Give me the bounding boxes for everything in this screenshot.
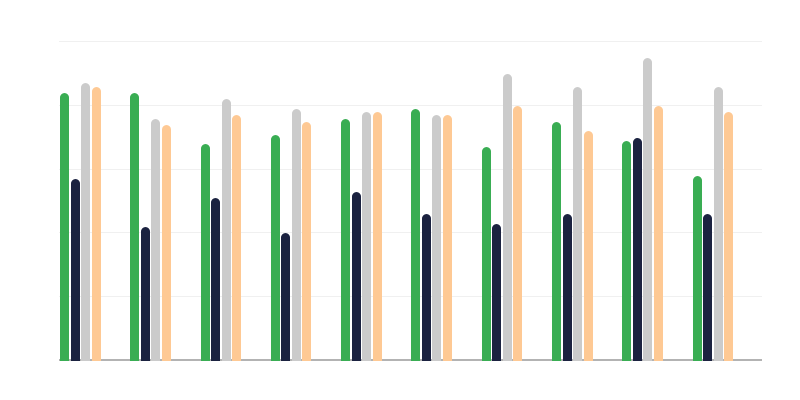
gridline (59, 41, 762, 42)
bar-group (129, 42, 199, 361)
bar-orange (232, 115, 242, 361)
gridline (59, 296, 762, 298)
bar-orange (372, 112, 382, 361)
bar-navy (211, 198, 221, 361)
bar-gray (502, 73, 512, 361)
bar-navy (140, 227, 150, 361)
bar-orange (91, 86, 101, 361)
bar-group (59, 42, 129, 361)
bar-green (411, 109, 421, 361)
bar-group (481, 42, 551, 361)
bar-gray (713, 86, 723, 361)
bar-orange (302, 121, 312, 361)
bar-gray (221, 99, 231, 361)
bar-green (200, 144, 210, 361)
bar-group (551, 42, 621, 361)
bar-green (622, 140, 632, 361)
bar-group (200, 42, 270, 361)
bar-group (410, 42, 480, 361)
bar-green (552, 121, 562, 361)
bar-orange (442, 115, 452, 361)
bar-gray (81, 83, 90, 361)
bar-groups (59, 42, 762, 361)
bar-navy (281, 233, 291, 361)
bar-gray (643, 57, 653, 361)
gridline (59, 104, 762, 106)
bar-green (270, 134, 280, 361)
bar-gray (573, 86, 583, 361)
bar-navy (562, 214, 572, 361)
plot-area (59, 41, 762, 361)
bar-group (621, 42, 691, 361)
gridline (59, 168, 762, 170)
gridlines (59, 41, 762, 361)
x-axis-baseline (59, 359, 762, 361)
bar-group (270, 42, 340, 361)
bar-group (692, 42, 762, 361)
bar-gray (432, 115, 442, 361)
bar-gray (151, 118, 161, 361)
bar-green (341, 118, 351, 361)
bar-gray (291, 109, 301, 361)
gridline (59, 232, 762, 234)
bar-gray (362, 112, 372, 361)
bar-green (692, 175, 702, 361)
bar-orange (583, 131, 593, 361)
bar-orange (724, 112, 734, 361)
bar-orange (161, 124, 171, 361)
bar-green (130, 93, 140, 361)
bar-green (481, 147, 491, 361)
bar-orange (653, 105, 663, 361)
bar-navy (492, 223, 502, 361)
bar-green (60, 93, 69, 361)
bar-navy (703, 214, 713, 361)
bar-orange (513, 105, 523, 361)
bar-navy (421, 214, 431, 361)
bar-group (340, 42, 410, 361)
bar-navy (632, 137, 642, 361)
bar-navy (70, 179, 80, 361)
bar-navy (351, 191, 361, 361)
